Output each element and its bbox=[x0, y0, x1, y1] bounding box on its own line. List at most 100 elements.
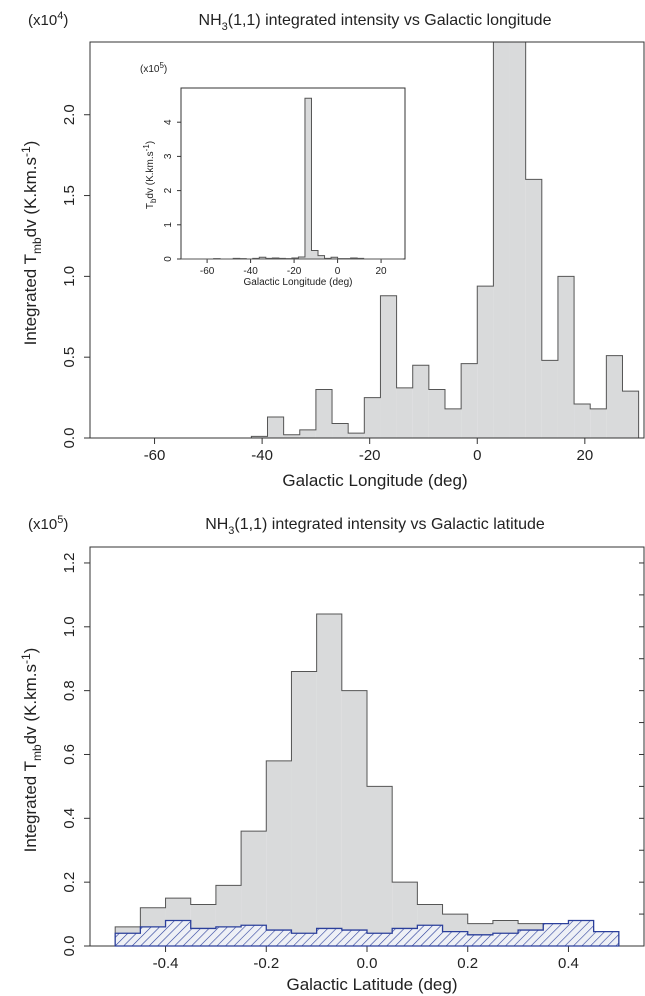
x-axis-label-top: Galactic Longitude (deg) bbox=[282, 471, 467, 490]
top-bar bbox=[525, 179, 542, 438]
top-bar bbox=[283, 434, 300, 438]
inset-bar bbox=[272, 257, 279, 259]
bottom-x-tick-label: 0.0 bbox=[357, 955, 378, 972]
top-x-tick-label: -60 bbox=[144, 447, 166, 464]
bottom-bar-series-0 bbox=[341, 690, 367, 946]
bottom-y-tick-label: 0.0 bbox=[61, 936, 78, 957]
bottom-bar-series-1 bbox=[543, 923, 569, 946]
top-bar bbox=[622, 391, 639, 438]
top-bar bbox=[590, 408, 607, 438]
bottom-bar-series-1 bbox=[568, 920, 594, 946]
inset-x-label: Galactic Longitude (deg) bbox=[244, 277, 353, 288]
chart-marks: -60 -40 -20 0 200.00.51.01.52.0-60 -40 -20 0 200… bbox=[61, 41, 645, 972]
top-bar bbox=[332, 423, 349, 438]
top-bar bbox=[299, 429, 316, 438]
top-y-tick-label: 1.5 bbox=[61, 185, 78, 206]
top-bar bbox=[364, 397, 381, 438]
top-bar bbox=[348, 433, 365, 438]
bottom-x-tick-label: -0.2 bbox=[253, 955, 279, 972]
y-axis-label-top: Integrated Tmbdv (K.km.s-1) bbox=[19, 141, 44, 346]
bottom-bar-series-1 bbox=[341, 930, 367, 946]
bottom-bar-series-0 bbox=[316, 614, 342, 946]
top-bar bbox=[444, 408, 462, 438]
bottom-bar-series-0 bbox=[367, 786, 393, 946]
inset-bar bbox=[291, 257, 299, 259]
bottom-bar-series-1 bbox=[115, 933, 141, 946]
top-bar bbox=[315, 389, 333, 438]
inset-y-label: Tbdv (K.km.s-1) bbox=[142, 141, 158, 209]
bottom-bar-series-1 bbox=[593, 931, 619, 946]
top-bar bbox=[606, 355, 623, 438]
top-y-tick-label: 0.0 bbox=[61, 428, 78, 449]
top-y-tick-label: 1.0 bbox=[61, 266, 78, 287]
bottom-y-tick-label: 1.2 bbox=[61, 553, 78, 574]
bottom-bar-series-1 bbox=[266, 930, 292, 946]
bottom-histogram-outline-1 bbox=[114, 919, 620, 947]
bottom-bar-series-1 bbox=[291, 933, 317, 946]
top-x-tick-label: -20 bbox=[359, 447, 381, 464]
inset-x-tick-label: 20 bbox=[376, 266, 388, 277]
top-x-tick-label: 20 bbox=[576, 447, 593, 464]
bottom-bar-series-1 bbox=[241, 925, 267, 946]
inset-y-tick-label: 0 bbox=[163, 256, 174, 262]
top-plot-frame-overlay bbox=[89, 41, 645, 439]
bottom-x-tick-label: 0.2 bbox=[457, 955, 478, 972]
bottom-x-tick-label: -0.4 bbox=[153, 955, 179, 972]
top-x-tick-label: 0 bbox=[473, 447, 481, 464]
bottom-y-tick-label: 0.6 bbox=[61, 744, 78, 765]
inset-y-tick-label: 3 bbox=[163, 153, 174, 159]
inset-background bbox=[180, 87, 406, 260]
bottom-bar-series-1 bbox=[442, 931, 468, 946]
top-bar bbox=[428, 389, 445, 438]
bottom-bar-series-1 bbox=[518, 930, 544, 946]
bottom-bar-series-0 bbox=[266, 760, 292, 946]
bottom-bar-series-0 bbox=[291, 671, 317, 946]
bottom-bar-series-1 bbox=[367, 933, 393, 946]
x-axis-label-bottom: Galactic Latitude (deg) bbox=[286, 975, 457, 994]
top-bar bbox=[541, 360, 558, 438]
bottom-bar-series-1 bbox=[417, 925, 443, 946]
inset-y-tick-label: 1 bbox=[163, 222, 174, 228]
inset-bar bbox=[259, 257, 266, 259]
top-bar bbox=[477, 286, 494, 438]
top-bar bbox=[412, 365, 429, 438]
top-bar bbox=[509, 42, 526, 438]
inset-bar bbox=[331, 257, 338, 259]
bottom-y-tick-label: 0.2 bbox=[61, 872, 78, 893]
inset-y-tick-label: 4 bbox=[163, 119, 174, 125]
top-y-tick-label: 2.0 bbox=[61, 104, 78, 125]
multiplier-bottom: (x105) bbox=[28, 514, 68, 533]
inset-histogram-outline bbox=[181, 97, 403, 260]
bottom-y-tick-label: 0.8 bbox=[61, 680, 78, 701]
inset-x-tick-label: -60 bbox=[200, 266, 215, 277]
bottom-bar-series-1 bbox=[492, 933, 519, 946]
chart-title-top: NH3(1,1) integrated intensity vs Galacti… bbox=[199, 12, 552, 33]
top-bar bbox=[557, 276, 575, 438]
bottom-bar-series-1 bbox=[165, 920, 191, 946]
chart-title-bottom: NH3(1,1) integrated intensity vs Galacti… bbox=[205, 516, 545, 537]
top-histogram-outline bbox=[186, 41, 640, 439]
inset-bar bbox=[304, 98, 312, 259]
inset-bar bbox=[318, 255, 325, 259]
top-bar bbox=[574, 404, 591, 438]
y-axis-label-bottom: Integrated Tmbdv (K.km.s-1) bbox=[19, 648, 44, 853]
bottom-x-tick-label: 0.4 bbox=[558, 955, 579, 972]
top-bar bbox=[380, 295, 397, 438]
inset-bar bbox=[298, 256, 305, 259]
bottom-y-tick-label: 1.0 bbox=[61, 616, 78, 637]
inset-bar bbox=[311, 250, 319, 259]
bottom-bar-series-1 bbox=[140, 926, 166, 946]
top-bar bbox=[251, 436, 268, 438]
inset-y-tick-label: 2 bbox=[163, 187, 174, 193]
top-bar bbox=[461, 363, 478, 438]
bottom-bar-series-1 bbox=[392, 928, 418, 946]
top-y-tick-label: 0.5 bbox=[61, 347, 78, 368]
inset-multiplier: (x105) bbox=[140, 61, 167, 75]
bottom-y-tick-label: 0.4 bbox=[61, 808, 78, 829]
inset-x-tick-label: -40 bbox=[243, 266, 258, 277]
top-bar bbox=[267, 416, 284, 438]
multiplier-top: (x104) bbox=[28, 10, 68, 29]
bottom-bar-series-1 bbox=[316, 928, 342, 946]
bottom-bar-series-1 bbox=[190, 928, 216, 946]
